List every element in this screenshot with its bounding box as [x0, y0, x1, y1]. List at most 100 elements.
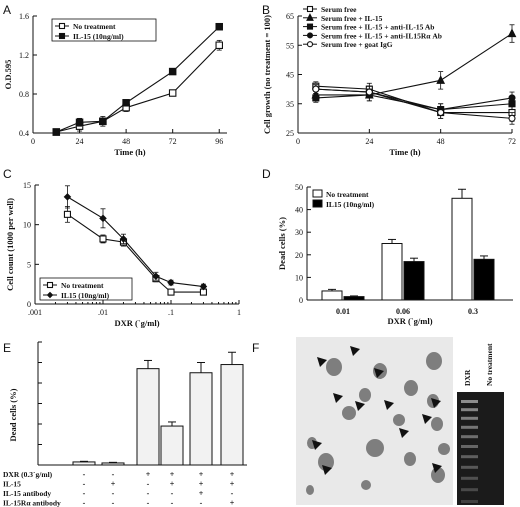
x-axis-label: DXR (`g/ml)	[387, 316, 432, 326]
arrowhead	[350, 346, 360, 356]
y-axis-label: Cell growth (no treatment = 100)	[262, 15, 272, 134]
bar	[451, 197, 473, 301]
bar	[72, 461, 96, 466]
series-line	[56, 44, 220, 133]
treatment-sign: -	[231, 489, 234, 498]
legend-marker	[46, 281, 54, 289]
x-tick-label: 1	[237, 308, 241, 317]
data-point	[167, 288, 175, 296]
data-point	[365, 88, 373, 96]
data-point	[312, 94, 320, 102]
x-tick-label: .001	[28, 308, 42, 317]
y-tick-label: 65	[286, 12, 294, 21]
x-tick-label: 0.06	[396, 307, 410, 316]
treatment-sign: +	[230, 480, 235, 489]
y-tick-label: 10	[23, 221, 31, 230]
legend-label: No treatment	[73, 22, 116, 31]
treatment-sign: -	[171, 489, 174, 498]
data-point	[508, 94, 516, 102]
treatment-label: IL-15	[3, 480, 21, 489]
y-tick-label: 15	[23, 181, 31, 190]
bar	[189, 372, 213, 466]
treatment-sign: -	[147, 489, 150, 498]
panel-letter: A	[3, 3, 11, 17]
y-axis-label: Dead cells (%)	[277, 217, 287, 270]
x-tick-label: 72	[169, 137, 177, 146]
x-tick-label: 0.01	[336, 307, 350, 316]
treatment-sign: +	[111, 480, 116, 489]
x-tick-label: 24	[365, 137, 373, 146]
gel-band	[461, 465, 478, 469]
arrowhead	[355, 401, 365, 411]
y-tick-label: 5	[27, 260, 31, 269]
treatment-label: IL-15 antibody	[3, 489, 51, 498]
gel-band	[461, 445, 478, 448]
cell	[426, 352, 442, 370]
gel-band	[461, 455, 478, 459]
y-axis-label: Dead cells (%)	[8, 388, 18, 441]
legend-label: Serum free + IL-15	[321, 14, 383, 23]
arrowhead	[384, 400, 394, 410]
panel-letter: E	[3, 341, 11, 355]
treatment-sign: -	[147, 480, 150, 489]
gel-band	[461, 488, 478, 492]
y-tick-label: 45	[286, 71, 294, 80]
panel-letter: C	[3, 167, 12, 181]
arrowhead	[374, 368, 384, 378]
legend-label: Serum free + goat IgG	[321, 40, 393, 49]
treatment-sign: -	[112, 489, 115, 498]
legend-label: Serum free + IL-15 + anti-IL-15 Ab	[321, 23, 434, 32]
cell	[393, 414, 405, 426]
arrowhead	[422, 414, 432, 424]
treatment-sign: +	[199, 489, 204, 498]
data-point	[75, 118, 84, 127]
y-tick-label: 40	[295, 206, 303, 215]
treatment-sign: +	[170, 470, 175, 479]
treatment-sign: -	[200, 499, 203, 507]
data-point	[507, 28, 517, 38]
chart-a: A 0.4 0.8 1.2 1.6 0 24 48 72 96 Time (h) O.D.595 No …	[3, 3, 227, 157]
gel-band	[461, 435, 478, 439]
arrowhead	[317, 357, 327, 367]
x-axis-label: Time (h)	[114, 147, 145, 157]
data-point	[63, 210, 71, 218]
x-axis-label: Time (h)	[389, 147, 420, 157]
bar	[381, 243, 403, 301]
treatment-sign: +	[170, 480, 175, 489]
x-tick-label: 96	[215, 137, 223, 146]
gel-lane-label-dxr: DXR	[463, 369, 472, 386]
arrowhead	[432, 463, 442, 473]
treatment-sign: -	[147, 499, 150, 507]
y-tick-label: 1.6	[19, 12, 29, 21]
treatment-label: DXR (0.3`g/ml)	[3, 470, 53, 479]
data-point	[215, 41, 223, 49]
legend-box	[51, 18, 157, 42]
data-point	[168, 89, 177, 97]
data-point	[152, 272, 160, 281]
y-tick-label: 20	[295, 251, 303, 260]
x-tick-label: 72	[508, 137, 516, 146]
gel-lane-label-no-treatment: No treatment	[485, 343, 494, 386]
y-tick-label: 55	[286, 41, 294, 50]
legend-marker	[306, 23, 314, 30]
y-tick-label: 30	[295, 228, 303, 237]
data-point	[215, 22, 223, 31]
y-tick-label: 0	[27, 300, 31, 309]
legend-marker	[306, 13, 314, 21]
legend-marker	[306, 5, 314, 13]
y-tick-label: 1.2	[19, 51, 29, 60]
cell	[438, 443, 450, 455]
data-point	[199, 282, 208, 291]
series-line	[67, 213, 204, 293]
gel-band	[461, 500, 478, 503]
legend-label: IL-15 (10ng/ml)	[73, 32, 124, 41]
treatment-sign: -	[83, 489, 86, 498]
gel-band	[461, 476, 478, 480]
cell	[431, 417, 443, 431]
cell	[342, 406, 356, 420]
cell	[361, 480, 371, 490]
bar	[343, 296, 365, 301]
y-axis-label: Cell count (1000 per well)	[5, 198, 15, 291]
